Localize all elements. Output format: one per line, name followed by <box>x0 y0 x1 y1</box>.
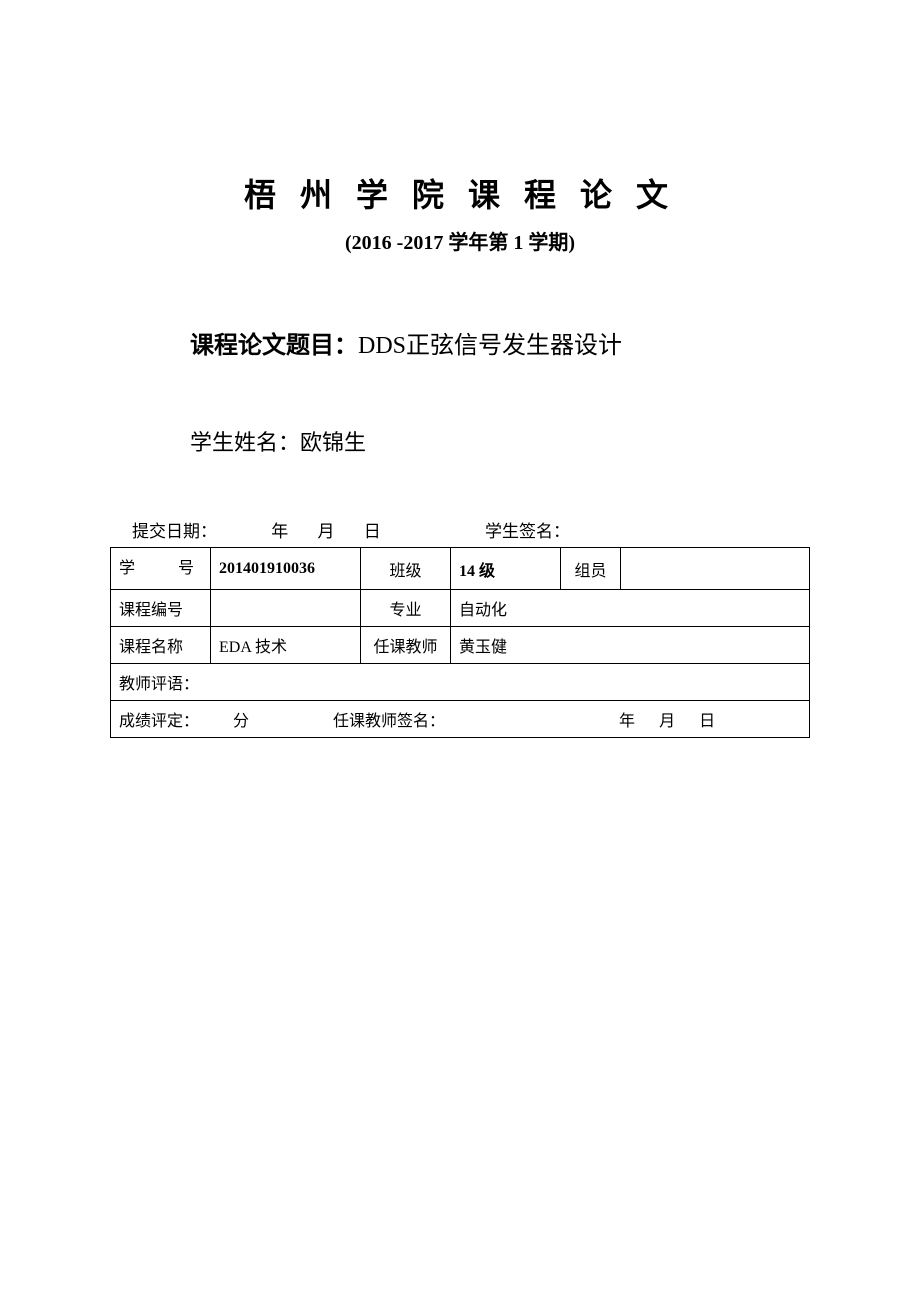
grade-cell: 成绩评定： 分 任课教师签名： 年 月 日 <box>111 701 810 738</box>
course-code-value <box>211 590 361 627</box>
main-title: 梧 州 学 院 课 程 论 文 <box>110 170 810 216</box>
course-name-value: EDA 技术 <box>211 627 361 664</box>
student-id-label: 学 号 <box>111 548 211 590</box>
info-table: 学 号 201401910036 班级 14 级 组员 课程编号 专业 自动化 … <box>110 547 810 738</box>
teacher-value: 黄玉健 <box>451 627 810 664</box>
year-label: 年 <box>271 517 288 542</box>
comment-label: 教师评语： <box>119 676 199 693</box>
date-signature-row: 提交日期： 年 月 日 学生签名： <box>110 517 810 542</box>
teacher-label: 任课教师 <box>361 627 451 664</box>
topic-value: DDS正弦信号发生器设计 <box>358 333 622 359</box>
table-row: 学 号 201401910036 班级 14 级 组员 <box>111 548 810 590</box>
student-section: 学生姓名：欧锦生 <box>110 425 810 457</box>
submit-date-label: 提交日期： <box>132 517 217 542</box>
month-label: 月 <box>318 517 335 542</box>
teacher-comment-cell: 教师评语： <box>111 664 810 701</box>
member-value <box>621 548 810 590</box>
student-label: 学生姓名： <box>190 430 300 455</box>
day-label: 日 <box>364 517 381 542</box>
major-value: 自动化 <box>451 590 810 627</box>
table-row: 课程编号 专业 自动化 <box>111 590 810 627</box>
score-unit: 分 <box>233 713 249 730</box>
page-container: 梧 州 学 院 课 程 论 文 (2016 -2017 学年第 1 学期) 课程… <box>0 0 920 1302</box>
course-name-label: 课程名称 <box>111 627 211 664</box>
table-row: 教师评语： <box>111 664 810 701</box>
major-label: 专业 <box>361 590 451 627</box>
table-row: 成绩评定： 分 任课教师签名： 年 月 日 <box>111 701 810 738</box>
grade-day: 日 <box>699 713 715 730</box>
grade-label: 成绩评定： <box>119 713 199 730</box>
class-value: 14 级 <box>451 548 561 590</box>
student-id-value: 201401910036 <box>211 548 361 590</box>
topic-section: 课程论文题目：DDS正弦信号发生器设计 <box>110 325 810 360</box>
subtitle: (2016 -2017 学年第 1 学期) <box>110 226 810 255</box>
class-label: 班级 <box>361 548 451 590</box>
grade-month: 月 <box>659 713 675 730</box>
student-sign-label: 学生签名： <box>485 517 570 542</box>
table-row: 课程名称 EDA 技术 任课教师 黄玉健 <box>111 627 810 664</box>
student-name: 欧锦生 <box>300 430 366 455</box>
course-code-label: 课程编号 <box>111 590 211 627</box>
member-label: 组员 <box>561 548 621 590</box>
teacher-sign-label: 任课教师签名： <box>333 713 445 730</box>
topic-label: 课程论文题目： <box>190 332 358 359</box>
grade-year: 年 <box>619 713 635 730</box>
